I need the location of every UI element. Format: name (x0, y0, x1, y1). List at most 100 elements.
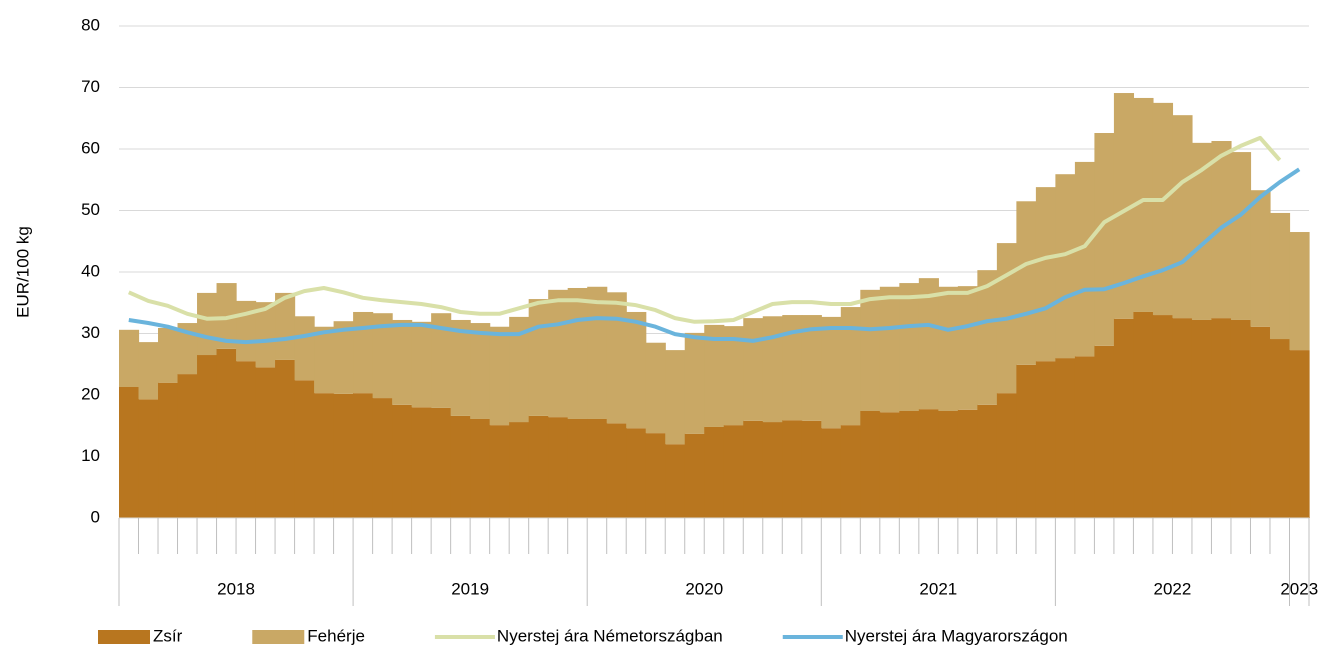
bar (1133, 311, 1154, 518)
bar (723, 425, 744, 518)
bar (1016, 201, 1037, 365)
bar (587, 286, 608, 419)
x-group-label: 2019 (451, 579, 489, 598)
bar (489, 326, 510, 426)
x-group-label: 2020 (685, 579, 723, 598)
bar (879, 412, 900, 518)
legend-label: Fehérje (307, 626, 365, 645)
bar (275, 359, 296, 518)
y-tick-label: 20 (81, 384, 100, 403)
bar (782, 315, 803, 421)
x-group-label: 2021 (919, 579, 957, 598)
bar (333, 393, 354, 518)
bar (528, 415, 549, 518)
bar (743, 318, 764, 421)
bar (743, 420, 764, 518)
bar (840, 307, 861, 426)
bar (567, 287, 588, 419)
bar (1191, 319, 1213, 518)
bar (1074, 356, 1096, 518)
bar (450, 319, 471, 416)
bar (879, 286, 900, 413)
bar (645, 342, 666, 434)
line (127, 135, 1282, 324)
bar (509, 422, 530, 518)
bar (665, 350, 686, 445)
bar (1094, 133, 1115, 346)
bar (1055, 358, 1076, 518)
bar (762, 316, 783, 423)
bar (1055, 174, 1076, 359)
bar (762, 422, 783, 518)
bar (372, 398, 393, 518)
bar (197, 355, 218, 518)
bar (353, 393, 374, 518)
bar (236, 361, 257, 518)
bar (1289, 350, 1310, 518)
bar (177, 374, 198, 518)
bar (1172, 318, 1193, 518)
bar (918, 409, 939, 518)
bar (606, 292, 627, 424)
bar (372, 313, 393, 399)
bar (1230, 152, 1252, 320)
bar (938, 286, 959, 411)
bar (977, 404, 998, 518)
bar (411, 407, 432, 518)
bar (509, 316, 530, 423)
bar (119, 387, 140, 518)
bar (1152, 315, 1174, 518)
bar (1269, 212, 1291, 340)
bar (314, 326, 335, 394)
bar (314, 393, 335, 518)
x-group-label: 2022 (1154, 579, 1192, 598)
bar (294, 316, 315, 381)
bar (138, 342, 159, 400)
bar (528, 299, 549, 416)
y-tick-label: 70 (81, 77, 100, 96)
y-tick-label: 50 (81, 200, 100, 219)
bar (1250, 326, 1271, 518)
bar (801, 315, 822, 421)
bar (353, 311, 374, 394)
bar (821, 316, 842, 429)
bar (411, 321, 432, 408)
bar (1230, 319, 1252, 518)
line (128, 167, 1301, 345)
legend-label: Nyerstej ára Magyarországon (845, 626, 1068, 645)
bar (1113, 318, 1135, 518)
bar (333, 321, 354, 394)
bar (860, 289, 881, 411)
bar (860, 410, 881, 518)
legend-label: Zsír (153, 626, 183, 645)
y-tick-label: 30 (81, 323, 100, 342)
bar (567, 418, 588, 518)
bar (684, 433, 705, 518)
bar (1152, 102, 1174, 316)
bar (821, 428, 842, 518)
bar (1289, 232, 1310, 351)
bar (392, 404, 413, 518)
bar (1172, 115, 1193, 319)
bar (1211, 318, 1232, 518)
bar (470, 418, 491, 518)
legend-swatch (98, 630, 150, 644)
bar (1113, 93, 1135, 319)
y-tick-label: 40 (81, 261, 100, 280)
bar (977, 270, 998, 405)
bar (1191, 142, 1213, 320)
x-group-label: 2018 (217, 579, 255, 598)
bar (996, 393, 1017, 518)
bar (606, 423, 627, 518)
bar (684, 332, 705, 434)
bar (548, 417, 569, 518)
bar (957, 286, 978, 410)
bar (216, 348, 237, 518)
bar (645, 433, 666, 518)
bar (918, 278, 939, 410)
bar (255, 367, 276, 518)
bar (548, 289, 569, 418)
bar (587, 418, 608, 518)
bar (1035, 361, 1056, 518)
bar (1035, 187, 1056, 362)
